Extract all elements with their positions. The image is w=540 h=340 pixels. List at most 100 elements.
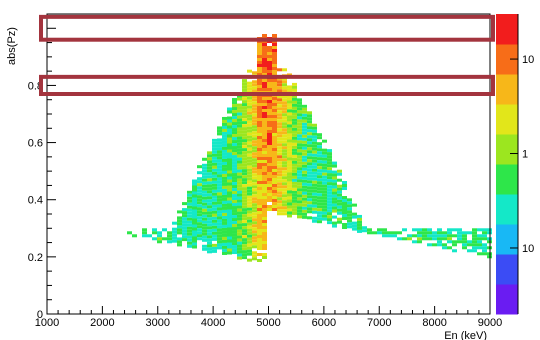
heatmap-cell	[397, 231, 402, 235]
heatmap-cell	[262, 232, 267, 235]
heatmap-cell	[252, 125, 257, 129]
heatmap-cell	[242, 247, 247, 251]
heatmap-cell	[207, 175, 212, 179]
heatmap-cell	[452, 249, 457, 253]
heatmap-cell	[272, 148, 277, 151]
heatmap-cell	[322, 184, 327, 188]
heatmap-cell	[227, 158, 232, 162]
heatmap-cell	[322, 178, 327, 182]
heatmap-cell	[297, 161, 302, 165]
heatmap-cell	[202, 214, 207, 218]
heatmap-cell	[282, 203, 287, 207]
heatmap-cell	[207, 238, 212, 242]
heatmap-cell	[227, 212, 232, 216]
heatmap-cell	[192, 185, 197, 189]
heatmap-cell	[217, 198, 222, 202]
heatmap-cell	[302, 104, 307, 108]
heatmap-cell	[237, 205, 242, 209]
heatmap-cell	[322, 154, 327, 158]
heatmap-cell	[282, 185, 287, 189]
heatmap-cell	[432, 237, 437, 241]
heatmap-cell	[307, 132, 312, 136]
heatmap-cell	[282, 125, 287, 129]
heatmap-cell	[307, 171, 312, 175]
heatmap-cell	[297, 203, 302, 207]
heatmap-cell	[247, 192, 252, 196]
heatmap-cell	[212, 174, 217, 178]
heatmap-cell	[202, 226, 207, 230]
heatmap-cell	[282, 131, 287, 135]
heatmap-cell	[262, 46, 267, 49]
heatmap-cell	[222, 146, 227, 150]
heatmap-cell	[172, 233, 177, 237]
heatmap-cell	[247, 120, 252, 124]
heatmap-cell	[472, 246, 477, 250]
heatmap-cell	[302, 167, 307, 171]
color-scale-step	[496, 264, 518, 270]
heatmap-cell	[232, 191, 237, 195]
heatmap-cell	[247, 126, 252, 130]
heatmap-cell	[302, 122, 307, 126]
heatmap-cell	[457, 237, 462, 241]
heatmap-cell	[257, 247, 262, 250]
heatmap-cell	[257, 133, 262, 136]
heatmap-cell	[267, 196, 272, 199]
heatmap-cell	[227, 227, 232, 231]
heatmap-cell	[317, 181, 322, 185]
heatmap-cell	[247, 138, 252, 142]
heatmap-cell	[237, 247, 242, 251]
heatmap-cell	[347, 222, 352, 226]
heatmap-cell	[157, 237, 162, 241]
heatmap-cell	[257, 226, 262, 229]
heatmap-cell	[277, 131, 282, 135]
heatmap-cell	[332, 209, 337, 213]
heatmap-cell	[217, 168, 222, 172]
heatmap-cell	[232, 179, 237, 183]
heatmap-cell	[472, 237, 477, 241]
heatmap-cell	[212, 186, 217, 190]
heatmap-cell	[297, 98, 302, 102]
heatmap-cell	[262, 217, 267, 220]
heatmap-cell	[257, 115, 262, 118]
heatmap-cell	[167, 234, 172, 238]
heatmap-cell	[262, 247, 267, 250]
heatmap-cell	[222, 200, 227, 204]
heatmap-cell	[257, 79, 262, 82]
heatmap-cell	[257, 151, 262, 154]
heatmap-cell	[312, 180, 317, 184]
heatmap-cell	[232, 230, 237, 234]
heatmap-cell	[312, 147, 317, 151]
heatmap-cell	[202, 232, 207, 236]
heatmap-cell	[202, 187, 207, 191]
color-scale-step	[496, 214, 518, 220]
heatmap-cell	[207, 178, 212, 182]
heatmap-cell	[257, 88, 262, 91]
heatmap-cell	[237, 145, 242, 149]
heatmap-cell	[242, 238, 247, 242]
heatmap-cell	[267, 103, 272, 106]
heatmap-cell	[187, 238, 192, 242]
heatmap-cell	[272, 85, 277, 88]
heatmap-cell	[222, 230, 227, 234]
color-scale-step	[496, 169, 518, 175]
heatmap-cell	[237, 160, 242, 164]
heatmap-cell	[322, 172, 327, 176]
heatmap-cell	[217, 129, 222, 133]
heatmap-cell	[262, 151, 267, 154]
heatmap-cell	[322, 157, 327, 161]
heatmap-cell	[312, 162, 317, 166]
heatmap-cell	[232, 140, 237, 144]
heatmap-cell	[197, 201, 202, 205]
heatmap-cell	[292, 136, 297, 140]
heatmap-cell	[317, 196, 322, 200]
heatmap-cell	[217, 240, 222, 244]
heatmap-cell	[307, 153, 312, 157]
heatmap-cell	[267, 85, 272, 88]
heatmap-cell	[307, 207, 312, 211]
heatmap-cell	[242, 235, 247, 239]
heatmap-cell	[457, 234, 462, 238]
heatmap-cell	[277, 176, 282, 180]
heatmap-cell	[202, 247, 207, 251]
heatmap-cell	[292, 130, 297, 134]
heatmap-cell	[362, 229, 367, 233]
